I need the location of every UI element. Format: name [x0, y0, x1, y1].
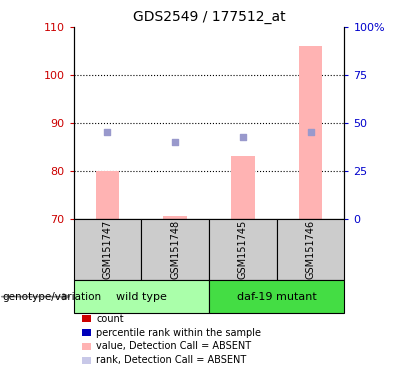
Point	[172, 139, 178, 145]
Text: GSM151745: GSM151745	[238, 220, 248, 279]
Bar	[74, 280, 209, 313]
Text: daf-19 mutant: daf-19 mutant	[237, 291, 317, 302]
Text: GSM151747: GSM151747	[102, 220, 113, 279]
Text: percentile rank within the sample: percentile rank within the sample	[96, 328, 261, 338]
Text: rank, Detection Call = ABSENT: rank, Detection Call = ABSENT	[96, 355, 247, 365]
Point	[104, 129, 111, 136]
Text: count: count	[96, 314, 124, 324]
Text: value, Detection Call = ABSENT: value, Detection Call = ABSENT	[96, 341, 251, 351]
Title: GDS2549 / 177512_at: GDS2549 / 177512_at	[133, 10, 285, 25]
Bar	[163, 217, 187, 219]
Text: GSM151748: GSM151748	[170, 220, 180, 279]
Bar	[231, 156, 255, 219]
Bar	[209, 280, 344, 313]
Bar	[277, 219, 344, 280]
Bar	[95, 171, 119, 219]
Point	[307, 129, 314, 136]
Bar	[74, 219, 141, 280]
Text: wild type: wild type	[116, 291, 167, 302]
Text: GSM151746: GSM151746	[305, 220, 315, 279]
Bar	[141, 219, 209, 280]
Text: genotype/variation: genotype/variation	[2, 291, 101, 302]
Bar	[209, 219, 277, 280]
Point	[239, 134, 246, 140]
Bar	[299, 46, 323, 219]
